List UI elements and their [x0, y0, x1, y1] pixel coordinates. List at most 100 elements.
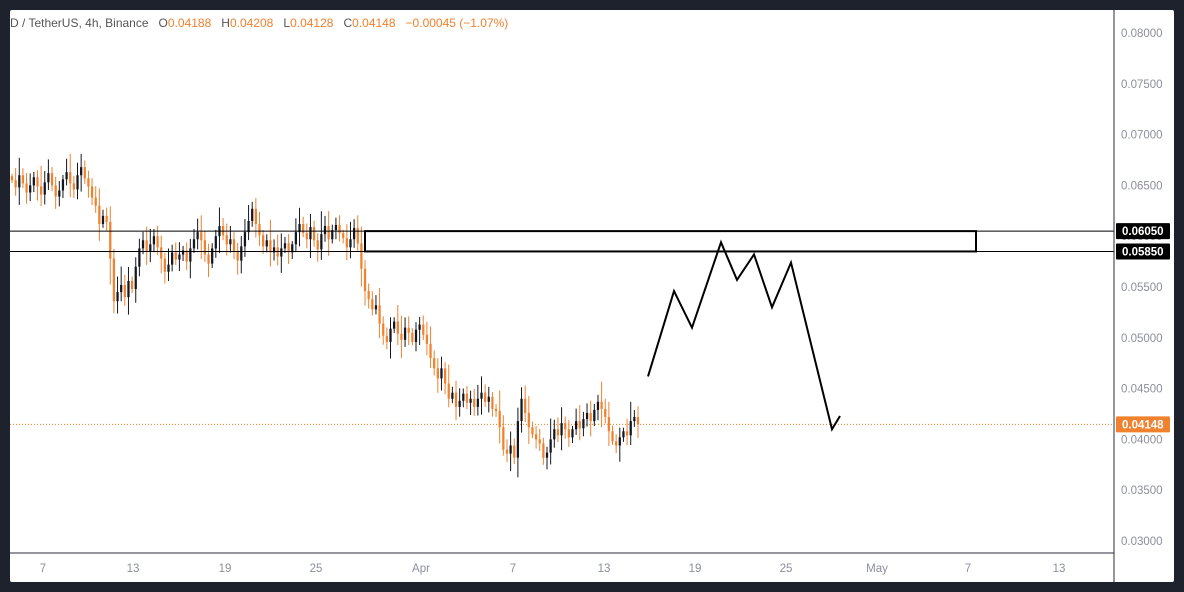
candle-body: [203, 240, 207, 255]
candle-body: [396, 321, 399, 334]
candle-body: [585, 412, 589, 420]
candle-body: [403, 327, 407, 340]
candle-body: [185, 250, 188, 262]
x-tick-label: 13: [1053, 563, 1066, 575]
candle-body: [549, 439, 552, 453]
candle-body: [443, 368, 447, 384]
candle-body: [429, 343, 432, 359]
candle-body: [505, 449, 509, 454]
candle-body: [160, 247, 163, 259]
candle-body: [436, 368, 439, 379]
candle-body: [425, 334, 429, 344]
candle-body: [607, 417, 611, 432]
candle-body: [261, 235, 265, 247]
candle-body: [338, 225, 341, 234]
candle-body: [433, 358, 436, 369]
candle-body: [629, 421, 632, 436]
candle-body: [90, 186, 94, 198]
candle-body: [556, 429, 560, 436]
candle-body: [527, 412, 530, 428]
candle-body: [130, 280, 134, 290]
zone-upper-price-tag: 0.06050: [1122, 226, 1164, 238]
candle-body: [18, 175, 21, 188]
candle-body: [94, 197, 97, 206]
candle-body: [545, 452, 549, 458]
candle-body: [509, 445, 512, 454]
candle-body: [600, 401, 603, 409]
candle-body: [265, 240, 268, 247]
candle-body: [214, 236, 217, 249]
candle-body: [498, 410, 501, 428]
candle-body: [349, 239, 352, 248]
candle-body: [323, 226, 327, 235]
zone-lower-price-tag: 0.05850: [1122, 246, 1164, 258]
y-tick-label: 0.04000: [1121, 434, 1163, 446]
candle-body: [356, 228, 359, 244]
zone-upper-price-tag-bg: [1116, 223, 1170, 240]
candle-body: [141, 240, 145, 249]
candle-body: [105, 215, 108, 222]
y-tick-label: 0.08000: [1121, 28, 1163, 40]
x-tick-label: 7: [510, 563, 516, 575]
y-tick-label: 0.05500: [1121, 282, 1163, 294]
candle-body: [294, 232, 298, 245]
candle-body: [615, 441, 618, 446]
candle-body: [345, 238, 348, 248]
y-tick-label: 0.07500: [1121, 79, 1163, 91]
candle-body: [331, 230, 334, 240]
candle-body: [393, 321, 396, 329]
candle-body: [458, 400, 461, 407]
candle-body: [25, 183, 28, 193]
candle-body: [302, 224, 305, 234]
candle-body: [287, 243, 290, 253]
candle-body: [484, 392, 487, 402]
y-tick-label: 0.05000: [1121, 333, 1163, 345]
candle-body: [604, 408, 607, 418]
symbol-label: D / TetherUS, 4h, Binance: [10, 16, 149, 30]
candle-body: [513, 445, 516, 458]
candle-body: [61, 179, 65, 191]
candle-body: [116, 292, 119, 302]
y-tick-label: 0.03500: [1121, 485, 1163, 497]
x-tick-label: May: [866, 563, 888, 575]
candle-body: [611, 431, 614, 442]
candle-body: [382, 323, 385, 336]
candle-body: [123, 284, 126, 298]
y-tick-label: 0.06500: [1121, 180, 1163, 192]
candle-body: [163, 258, 166, 272]
candle-body: [36, 177, 39, 187]
candle-body: [174, 252, 177, 260]
x-tick-label: 13: [598, 563, 611, 575]
candle-body: [374, 305, 378, 310]
candle-body: [236, 251, 239, 261]
candle-body: [112, 258, 116, 302]
candle-body: [633, 417, 636, 422]
candle-body: [564, 423, 567, 430]
candle-body: [225, 235, 228, 245]
candle-body: [502, 427, 505, 450]
candle-body: [65, 172, 68, 180]
resistance-zone-group: [10, 230, 1114, 253]
resistance-zone-box: [364, 230, 977, 253]
candle-body: [440, 368, 443, 379]
candle-body: [254, 208, 257, 225]
candle-body: [58, 190, 61, 197]
candle-body: [465, 393, 469, 403]
candle-body: [134, 266, 137, 290]
x-tick-label: 19: [219, 563, 232, 575]
candle-body: [538, 439, 541, 444]
candle-body: [229, 239, 232, 245]
candle-body: [400, 333, 403, 340]
candle-body: [462, 393, 465, 401]
candle-body: [367, 291, 370, 300]
candle-body: [480, 392, 483, 399]
candle-body: [312, 227, 316, 241]
candle-body: [240, 246, 243, 261]
close-value: 0.04148: [352, 16, 396, 30]
candle-body: [276, 247, 279, 257]
candle-body: [516, 421, 520, 458]
candle-body: [200, 232, 203, 241]
candle-body: [567, 429, 570, 438]
current-price-tag: 0.04148: [1122, 419, 1164, 431]
candle-body: [189, 248, 192, 262]
